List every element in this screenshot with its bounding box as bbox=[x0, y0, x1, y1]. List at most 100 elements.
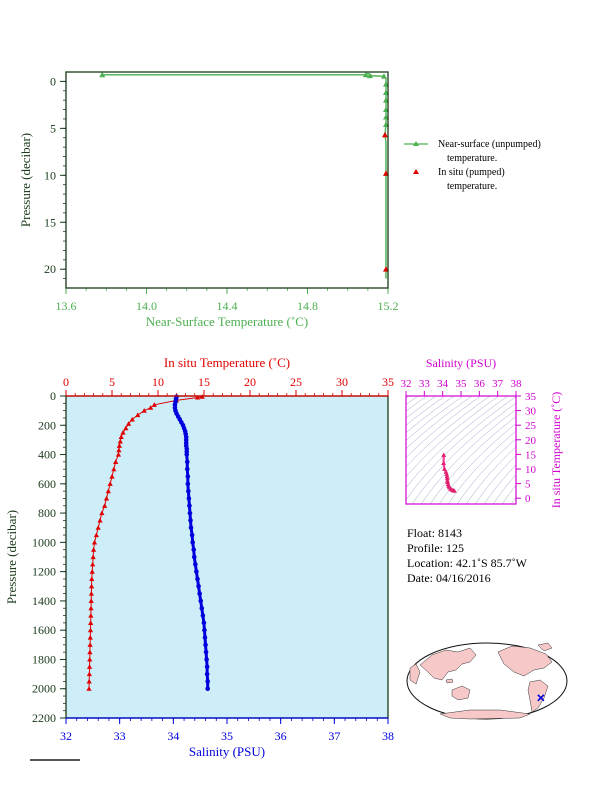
salinity-point bbox=[202, 635, 208, 640]
salinity-point bbox=[184, 452, 190, 457]
profile-temp-tick-label: 30 bbox=[336, 375, 348, 389]
salinity-point bbox=[184, 459, 190, 465]
ts-y-tick-label: 10 bbox=[525, 464, 537, 476]
temperature-point bbox=[111, 466, 117, 472]
temperature-point bbox=[107, 481, 113, 486]
salinity-point bbox=[197, 591, 202, 596]
salinity-point bbox=[187, 510, 193, 516]
near-surface-y-tick-label: 20 bbox=[44, 262, 56, 276]
salinity-point bbox=[189, 532, 195, 538]
ts-x-tick-label: 34 bbox=[437, 378, 449, 390]
ts-series bbox=[441, 452, 457, 493]
temperature-point bbox=[86, 678, 92, 684]
salinity-point bbox=[205, 686, 210, 692]
near-surface-point bbox=[99, 71, 106, 78]
temperature-point bbox=[87, 649, 93, 655]
legend-near-surface-label-1: Near-surface (unpumped) bbox=[438, 139, 541, 150]
temperature-point bbox=[125, 421, 132, 426]
legend-near-surface-marker bbox=[413, 141, 419, 146]
profile-y-tick-label: 200 bbox=[38, 418, 56, 432]
ts-contour-line bbox=[523, 376, 612, 514]
float-info: Float: 8143 Profile: 125 Location: 42.1˚… bbox=[407, 526, 527, 586]
temperature-point bbox=[89, 576, 95, 582]
salinity-point bbox=[198, 598, 204, 604]
profile-bottom-x-label: Salinity (PSU) bbox=[189, 744, 265, 759]
ts-contour-line bbox=[406, 396, 500, 478]
profile-y-tick-label: 400 bbox=[38, 448, 56, 462]
near-surface-x-tick-label: 14.4 bbox=[217, 299, 238, 313]
near-surface-x-tick-label: 14.8 bbox=[297, 299, 318, 313]
profile-y-tick-label: 1800 bbox=[32, 652, 56, 666]
near-surface-ticks: 13.6 14.0 14.4 14.8 15.2 0 5 10 15 20 bbox=[44, 74, 399, 313]
temperature-point bbox=[151, 402, 157, 407]
temperature-point bbox=[86, 686, 92, 691]
salinity-point bbox=[187, 503, 192, 509]
temperature-point bbox=[115, 451, 122, 457]
profile-y-label: Pressure (decibar) bbox=[4, 510, 19, 604]
salinity-point bbox=[190, 540, 195, 545]
ts-contour-line bbox=[406, 396, 491, 468]
temperature-point bbox=[88, 612, 94, 618]
salinity-point bbox=[193, 562, 198, 567]
temperature-point bbox=[88, 590, 94, 596]
near-surface-x-label: Near-Surface Temperature (˚C) bbox=[146, 314, 308, 329]
salinity-point bbox=[201, 620, 207, 626]
ts-contour-line bbox=[492, 474, 516, 504]
profile-sal-tick-label: 37 bbox=[328, 729, 340, 743]
profile-temp-tick-label: 5 bbox=[109, 375, 115, 389]
ts-ticks: 32 33 34 35 36 37 38 0 5 10 15 20 25 30 35 bbox=[401, 378, 537, 505]
ts-y-tick-label: 15 bbox=[525, 449, 537, 461]
profile-sal-tick-label: 38 bbox=[382, 729, 394, 743]
ts-point bbox=[452, 488, 457, 493]
temperature-point bbox=[93, 532, 99, 538]
temperature-point bbox=[116, 443, 122, 448]
ts-point bbox=[441, 460, 446, 466]
temperature-point bbox=[87, 634, 93, 640]
near-surface-y-tick-label: 5 bbox=[50, 121, 56, 135]
profile-temp-tick-label: 25 bbox=[290, 375, 302, 389]
temperature-point bbox=[86, 664, 93, 669]
ts-x-tick-label: 35 bbox=[456, 378, 468, 390]
temperature-point bbox=[120, 429, 126, 435]
profile-sal-tick-label: 34 bbox=[167, 729, 179, 743]
ts-contour-line bbox=[406, 396, 509, 489]
ts-chart: 32 33 34 35 36 37 38 0 5 10 15 20 25 30 35 Salinity (P… bbox=[401, 356, 612, 514]
ts-x-tick-label: 38 bbox=[511, 378, 523, 390]
ts-frame bbox=[405, 395, 517, 505]
temperature-point bbox=[88, 620, 94, 625]
legend-in-situ-label-2: temperature. bbox=[447, 181, 497, 192]
profile-y-tick-label: 1200 bbox=[32, 565, 56, 579]
near-surface-chart: 13.6 14.0 14.4 14.8 15.2 0 5 10 15 20 Near-Surfac… bbox=[18, 71, 541, 329]
profile-y-tick-label: 0 bbox=[50, 389, 56, 403]
temperature-point bbox=[123, 425, 129, 431]
salinity-point bbox=[203, 642, 208, 648]
ts-point bbox=[444, 473, 450, 479]
salinity-point bbox=[188, 518, 193, 523]
temperature-point bbox=[95, 525, 101, 530]
profile-sal-tick-label: 35 bbox=[221, 729, 233, 743]
temperature-point bbox=[117, 438, 123, 444]
salinity-point bbox=[186, 496, 192, 501]
float-id: Float: 8143 bbox=[407, 526, 463, 540]
temperature-point bbox=[103, 495, 110, 501]
ts-contour-group bbox=[406, 376, 612, 514]
temperature-point bbox=[141, 408, 147, 413]
salinity-point bbox=[204, 664, 210, 670]
near-surface-plot-area bbox=[66, 72, 388, 288]
profile-series bbox=[86, 394, 210, 692]
ts-y-tick-label: 25 bbox=[525, 420, 537, 432]
profile-y-tick-label: 1000 bbox=[32, 535, 56, 549]
near-surface-point bbox=[366, 72, 373, 79]
profile-temp-tick-label: 20 bbox=[244, 375, 256, 389]
salinity-point bbox=[185, 481, 191, 487]
ts-x-tick-label: 32 bbox=[401, 378, 412, 390]
profile-chart: 0 5 10 15 20 25 30 35 32 33 34 35 36 37 38 0 200 400 600 80… bbox=[4, 355, 394, 759]
map-marker bbox=[537, 694, 545, 702]
ts-contour-line bbox=[411, 402, 516, 504]
profile-y-tick-label: 1600 bbox=[32, 623, 56, 637]
ts-contour-line bbox=[406, 396, 516, 501]
profile-top-x-label: In situ Temperature (˚C) bbox=[164, 355, 290, 370]
ts-density-contours bbox=[406, 376, 612, 514]
near-surface-legend: Near-surface (unpumped) temperature. In … bbox=[404, 139, 541, 192]
salinity-point bbox=[204, 671, 210, 677]
